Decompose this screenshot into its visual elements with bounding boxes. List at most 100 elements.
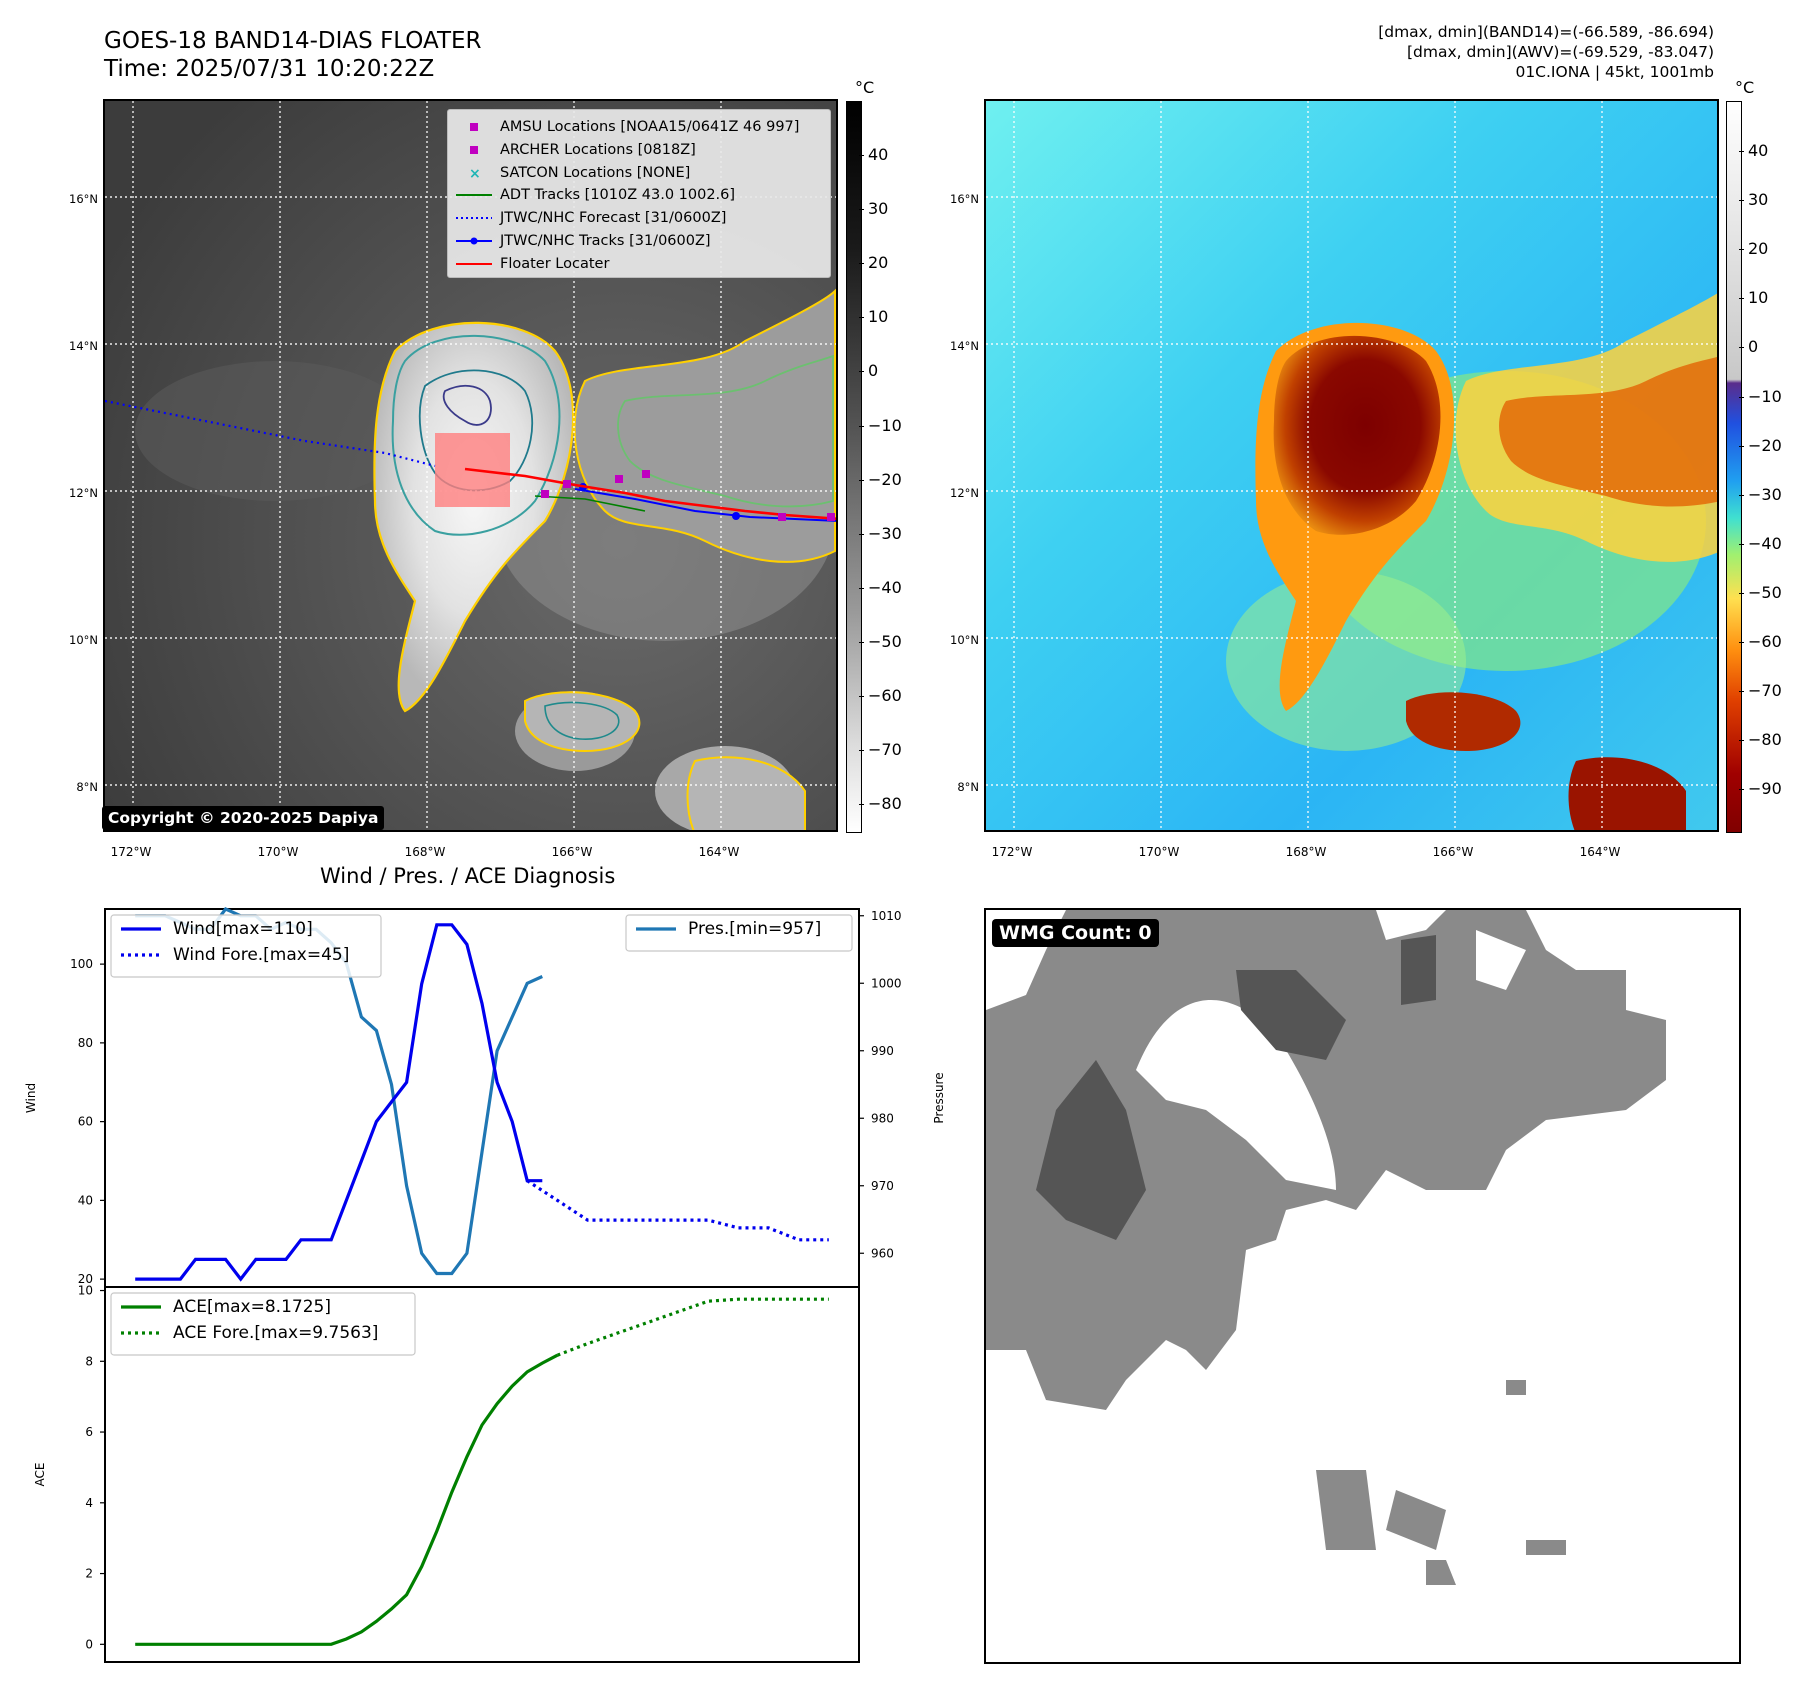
legend-symbol-icon xyxy=(448,139,500,161)
colorbar-tick-mark xyxy=(859,155,864,156)
colorbar-right xyxy=(1726,101,1742,833)
legend-label: ARCHER Locations [0818Z] xyxy=(500,141,696,158)
legend-symbol-icon xyxy=(448,116,500,138)
colorbar-tick-label: −30 xyxy=(1748,484,1782,504)
wind-legend xyxy=(110,914,382,978)
ace-legend xyxy=(110,1292,416,1356)
colorbar-tick-label: −80 xyxy=(868,794,902,814)
colorbar-tick-label: 10 xyxy=(868,307,889,327)
ir-enhanced-imagery xyxy=(986,101,1717,830)
longitude-label: 166°W xyxy=(1432,845,1474,859)
wmg-count-badge: WMG Count: 0 xyxy=(992,919,1159,947)
colorbar-tick-label: −40 xyxy=(868,577,902,597)
latitude-label: 8°N xyxy=(957,780,979,794)
ace-forecast-series-line xyxy=(556,1297,829,1357)
wind-tick-label: 60 xyxy=(78,1115,93,1129)
latitude-label: 14°N xyxy=(69,339,98,353)
ace-tick-label: 8 xyxy=(85,1354,93,1368)
pressure-tick-label: 1000 xyxy=(871,976,902,990)
ace-tick-label: 4 xyxy=(85,1496,93,1510)
legend-symbol-icon xyxy=(448,253,500,275)
colorbar-tick-label: −10 xyxy=(868,415,902,435)
wind-axis-label: Wind xyxy=(24,1083,38,1113)
legend-item: JTWC/NHC Tracks [31/0600Z] xyxy=(448,230,711,252)
diagnosis-title: Wind / Pres. / ACE Diagnosis xyxy=(320,864,616,888)
colorbar-tick-label: −10 xyxy=(1748,386,1782,406)
colorbar-tick-label: −20 xyxy=(1748,435,1782,455)
ace-tick-label: 10 xyxy=(78,1284,93,1298)
ace-axis-label: ACE xyxy=(33,1463,47,1487)
colorbar-tick-mark xyxy=(1739,396,1744,398)
colorbar-tick-label: 40 xyxy=(1748,141,1769,160)
colorbar-tick-mark xyxy=(1739,445,1744,447)
colorbar-tick-label: 20 xyxy=(868,253,889,273)
legend-item: JTWC/NHC Forecast [31/0600Z] xyxy=(448,207,726,229)
map-legend: AMSU Locations [NOAA15/0641Z 46 997] ARCH… xyxy=(447,109,831,278)
colorbar-tick-mark xyxy=(1739,249,1744,251)
pressure-legend xyxy=(625,914,853,952)
pressure-tick-label: 990 xyxy=(871,1044,894,1058)
pressure-tick-label: 980 xyxy=(871,1111,894,1125)
colorbar-tick-mark xyxy=(1739,740,1744,742)
colorbar-tick-label: −60 xyxy=(868,686,902,705)
pressure-tick-label: 960 xyxy=(871,1246,894,1260)
latitude-label: 10°N xyxy=(69,633,98,647)
ir-grayscale-map: AMSU Locations [NOAA15/0641Z 46 997] ARCH… xyxy=(103,99,838,832)
latitude-label: 10°N xyxy=(950,633,979,647)
wind-tick-label: 40 xyxy=(78,1193,93,1207)
legend-item: × SATCON Locations [NONE] xyxy=(448,162,690,184)
legend-series-label: Wind[max=110] xyxy=(173,919,313,939)
colorbar-tick-mark xyxy=(859,750,864,752)
legend-symbol-icon: × xyxy=(448,162,500,184)
figure-info: [dmax, dmin](BAND14)=(-66.589, -86.694) … xyxy=(1378,22,1714,82)
pressure-axis-label: Pressure xyxy=(932,1072,946,1123)
colorbar-tick-label: −90 xyxy=(1748,779,1782,799)
colorbar-tick-mark xyxy=(859,641,864,643)
colorbar-tick-mark xyxy=(1739,691,1744,693)
longitude-label: 166°W xyxy=(551,845,593,859)
latitude-label: 16°N xyxy=(69,192,98,206)
colorbar-left-unit: °C xyxy=(855,78,875,97)
colorbar-tick-label: 40 xyxy=(868,145,889,164)
legend-series-label: ACE[max=8.1725] xyxy=(173,1297,331,1317)
legend-label: AMSU Locations [NOAA15/0641Z 46 997] xyxy=(500,119,800,135)
legend-label: JTWC/NHC Tracks [31/0600Z] xyxy=(500,233,711,249)
colorbar-tick-mark xyxy=(1739,298,1744,300)
colorbar-tick-mark xyxy=(859,479,864,481)
colorbar-tick-mark xyxy=(1739,200,1744,202)
info-line-3: 01C.IONA | 45kt, 1001mb xyxy=(1515,63,1714,81)
legend-symbol-icon xyxy=(448,207,500,229)
colorbar-tick-mark xyxy=(1739,494,1744,496)
figure-title: GOES-18 BAND14-DIAS FLOATER Time: 2025/0… xyxy=(104,27,482,83)
ace-tick-label: 6 xyxy=(85,1425,93,1439)
latitude-label: 14°N xyxy=(950,339,979,353)
colorbar-tick-mark xyxy=(1739,592,1744,594)
legend-label: ADT Tracks [1010Z 43.0 1002.6] xyxy=(500,187,736,204)
colorbar-tick-mark xyxy=(859,209,864,211)
svg-text:×: × xyxy=(469,166,481,182)
ace-tick-label: 2 xyxy=(85,1567,93,1581)
legend-item: ADT Tracks [1010Z 43.0 1002.6] xyxy=(448,184,735,206)
legend-series-label: Wind Fore.[max=45] xyxy=(173,945,349,965)
copyright-label: Copyright © 2020-2025 Dapiya xyxy=(102,806,385,830)
colorbar-tick-mark xyxy=(859,263,864,265)
colorbar-tick-mark xyxy=(1739,347,1744,349)
colorbar-tick-label: −20 xyxy=(868,469,902,489)
colorbar-tick-mark xyxy=(859,533,864,535)
latitude-label: 12°N xyxy=(69,486,98,500)
wind-forecast-series-line xyxy=(526,1179,829,1242)
colorbar-tick-mark xyxy=(859,425,864,427)
legend-item: Floater Locater xyxy=(448,253,609,275)
colorbar-tick-label: 30 xyxy=(868,199,889,219)
colorbar-tick-mark xyxy=(859,587,864,589)
colorbar-tick-label: −80 xyxy=(1748,730,1782,750)
legend-label: JTWC/NHC Forecast [31/0600Z] xyxy=(500,210,727,227)
legend-item: ARCHER Locations [0818Z] xyxy=(448,139,696,161)
info-line-1: [dmax, dmin](BAND14)=(-66.589, -86.694) xyxy=(1378,23,1714,41)
legend-symbol-icon xyxy=(448,230,500,252)
latitude-label: 12°N xyxy=(950,486,979,500)
wind-tick-label: 100 xyxy=(70,957,93,971)
wmg-raster xyxy=(986,910,1666,1585)
info-line-2: [dmax, dmin](AWV)=(-69.529, -83.047) xyxy=(1407,43,1714,61)
